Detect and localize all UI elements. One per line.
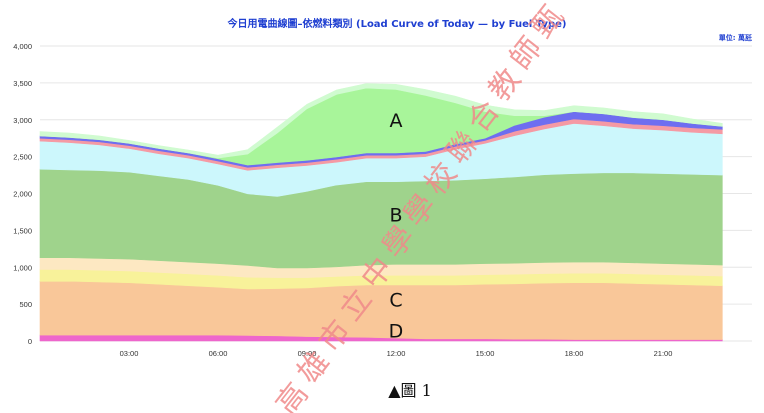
y-tick-label: 500 xyxy=(19,300,32,309)
y-tick-label: 2,500 xyxy=(13,153,32,162)
unit-label: 單位: 萬瓩 xyxy=(719,33,752,42)
y-tick-label: 1,500 xyxy=(13,226,32,235)
region-labels: A B CD xyxy=(389,110,404,342)
x-tick-label: 03:00 xyxy=(120,349,139,358)
y-tick-label: 0 xyxy=(28,337,32,346)
y-tick-label: 4,000 xyxy=(13,42,32,51)
y-axis-ticks: 0 500 1,000 1,500 2,000 2,500 3,000 3,500 4,000 xyxy=(13,42,32,346)
x-tick-label: 18:00 xyxy=(565,349,584,358)
x-tick-label: 21:00 xyxy=(654,349,673,358)
y-tick-label: 3,500 xyxy=(13,79,32,88)
x-tick-label: 06:00 xyxy=(209,349,228,358)
area-series-10 xyxy=(39,83,723,159)
region-label-a: A xyxy=(390,110,403,132)
x-tick-label: 12:00 xyxy=(387,349,406,358)
region-label-b: B xyxy=(389,205,402,227)
y-tick-label: 1,000 xyxy=(13,263,32,272)
y-tick-label: 3,000 xyxy=(13,116,32,125)
y-tick-label: 2,000 xyxy=(13,190,32,199)
region-label-d: D xyxy=(389,320,404,342)
area-series-5 xyxy=(39,168,723,269)
x-tick-label: 09:00 xyxy=(298,349,317,358)
area-series-group xyxy=(39,83,723,342)
region-label-c: C xyxy=(389,289,402,311)
x-tick-label: 15:00 xyxy=(476,349,495,358)
chart-title: 今日用電曲線圖–依燃料類別 (Load Curve of Today — by … xyxy=(227,17,567,30)
figure-caption: ▲圖 1 xyxy=(388,381,432,400)
x-axis-ticks: 03:00 06:00 09:00 12:00 15:00 18:00 21:00 xyxy=(120,349,673,358)
watermark-char: 甄 xyxy=(524,0,570,45)
